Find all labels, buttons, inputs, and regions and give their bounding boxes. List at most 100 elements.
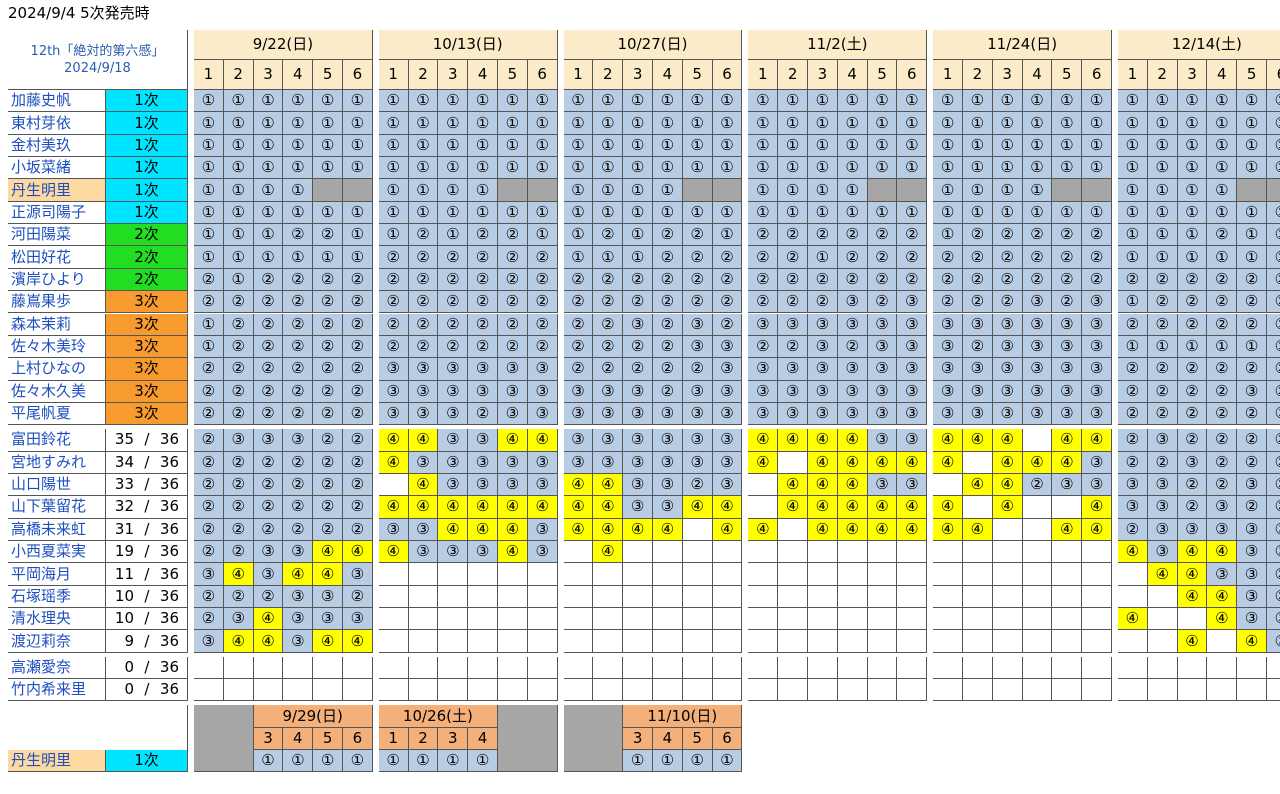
ticket-cell: ① [623,179,653,202]
ticket-cell: ① [933,224,963,247]
ticket-cell: ① [778,134,808,158]
slot-number: 2 [1147,60,1178,90]
ticket-cell [837,563,868,586]
ticket-cell: ② [313,335,343,359]
ticket-cell: ③ [408,518,439,541]
ticket-cell [468,608,498,631]
ticket-cell: ④ [223,630,254,653]
ticket-cell: ③ [283,608,314,631]
ticket-cell: ④ [378,496,409,519]
ticket-cell: ③ [378,358,409,381]
ticket-cell [563,630,594,653]
ticket-cell: ② [313,380,343,403]
ticket-cell: ① [682,201,713,225]
ticket-cell [408,630,439,653]
ticket-cell: ② [1207,451,1238,474]
ticket-cell: ④ [1207,585,1238,609]
ticket-cell: ③ [867,358,898,381]
ticket-cell: ① [223,90,254,113]
ticket-cell [897,630,928,653]
ticket-cell: ③ [1082,358,1112,381]
ticket-cell: ③ [623,380,653,403]
count-sep: / [144,475,150,494]
ticket-cell [1118,679,1148,702]
ticket-cell: ③ [1118,473,1148,497]
ticket-cell: ② [1237,291,1267,314]
ticket-cell [712,585,743,609]
ticket-cell [623,541,653,564]
ticket-cell [1118,656,1148,680]
ticket-cell [253,679,284,702]
total-count: 36 [159,657,179,676]
ticket-cell: ② [897,246,928,269]
ticket-cell: ② [283,224,314,247]
ticket-cell: ③ [808,313,838,336]
round-badge: 2次 [106,224,188,247]
ticket-cell: ③ [963,358,993,381]
ticket-cell [438,679,469,702]
ticket-cell: ② [343,402,373,426]
ticket-cell: ④ [1052,518,1083,541]
won-count: 10 [114,609,134,628]
ticket-cell [712,179,743,202]
ticket-cell: ① [1052,134,1083,158]
ticket-cell: ① [194,90,224,113]
ticket-cell: ① [223,134,254,158]
ticket-cell: ④ [1082,518,1112,541]
ticket-cell: ① [378,90,409,113]
ticket-cell [1147,630,1178,653]
ticket-cell: ② [712,291,743,314]
ticket-cell [498,679,528,702]
ticket-cell: ③ [1237,585,1267,609]
ticket-cell [682,179,713,202]
ticket-cell: ① [223,179,254,202]
ticket-cell: ① [712,201,743,225]
ticket-cell [808,608,838,631]
ticket-cell: ① [468,750,498,773]
ticket-cell: ② [623,335,653,359]
ticket-cell: ① [194,313,224,336]
ticket-cell [867,541,898,564]
total-count: 36 [159,586,179,605]
ticket-cell: ③ [1267,541,1280,564]
ticket-cell: ① [563,201,594,225]
slot-number: 4 [837,60,868,90]
ticket-cell [808,541,838,564]
ticket-cell: ② [653,268,683,292]
ticket-cell: ② [623,268,653,292]
ticket-cell: ② [223,313,254,336]
ticket-cell: ① [593,112,624,135]
member-name: 山下葉留花 [8,496,106,519]
ticket-cell: ① [748,157,779,180]
ticket-cell [1147,656,1178,680]
ticket-cell: ① [378,157,409,180]
round-badge: 3次 [106,402,188,426]
ticket-cell: ① [1022,201,1053,225]
ticket-cell [1082,585,1112,609]
ticket-cell: ② [1022,473,1053,497]
ticket-cell [867,679,898,702]
ticket-cell: ② [682,291,713,314]
slot-number: 5 [682,60,713,90]
ticket-cell: ② [593,224,624,247]
ticket-cell [1082,563,1112,586]
slot-number: 1 [1118,60,1148,90]
ticket-cell: ④ [1147,563,1178,586]
ticket-cell: ① [933,179,963,202]
ticket-cell: ② [468,291,498,314]
ticket-cell: ① [897,201,928,225]
ticket-cell: ① [1118,246,1148,269]
count-sep: / [144,452,150,471]
ticket-cell: ② [1118,451,1148,474]
ticket-cell [778,656,808,680]
ticket-cell: ② [897,268,928,292]
ticket-cell: ② [1207,224,1238,247]
ticket-cell: ④ [408,496,439,519]
ticket-cell: ③ [712,429,743,452]
slot-number: 3 [992,60,1023,90]
ticket-cell: ③ [748,380,779,403]
ticket-cell: ② [1267,473,1280,497]
ticket-cell [748,585,779,609]
ticket-cell: ② [283,473,314,497]
ticket-cell: ② [778,224,808,247]
